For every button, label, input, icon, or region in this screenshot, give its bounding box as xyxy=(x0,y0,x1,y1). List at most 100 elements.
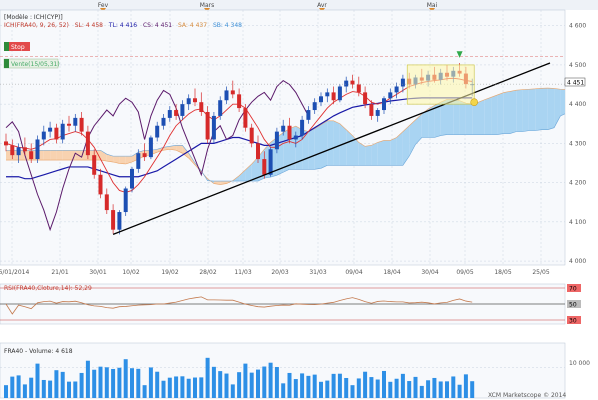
candle-body xyxy=(161,117,166,126)
volume-bar xyxy=(470,381,475,398)
candle-body xyxy=(41,131,46,140)
volume-bar xyxy=(331,373,336,398)
candle-body xyxy=(394,86,399,93)
candle-body xyxy=(136,153,141,169)
legend-name: ICH(FRA40, 9, 26, 52) xyxy=(4,22,69,29)
volume-bar xyxy=(180,376,185,398)
rsi-tick-bg xyxy=(567,300,581,308)
rsi-tick-label: 50 xyxy=(569,301,577,308)
candle-body xyxy=(388,92,393,99)
rsi-tick-bg xyxy=(567,316,581,324)
volume-bar xyxy=(400,373,405,398)
last-price-label: 4 451 xyxy=(567,80,584,87)
volume-bar xyxy=(287,372,292,398)
date-tick-label: 09/04 xyxy=(345,269,362,276)
rsi-tick-label: 30 xyxy=(569,317,577,324)
cloud-segment xyxy=(245,163,252,182)
candle-body xyxy=(60,123,65,140)
cloud-segment xyxy=(106,154,114,163)
month-label: Fev xyxy=(98,2,109,9)
volume-bar xyxy=(224,373,229,398)
volume-bar xyxy=(369,377,374,398)
cloud-segment xyxy=(447,99,454,135)
signal-dot xyxy=(470,98,479,106)
volume-bar xyxy=(356,378,361,398)
candle-body xyxy=(193,98,197,103)
cloud-segment xyxy=(157,147,164,153)
volume-bar xyxy=(111,368,116,398)
candle-body xyxy=(130,168,134,189)
candle-body xyxy=(363,92,368,105)
date-tick-label: 31/03 xyxy=(309,269,326,276)
volume-bar xyxy=(445,381,449,398)
volume-bar xyxy=(432,377,437,398)
volume-bar xyxy=(256,369,260,398)
cloud-segment xyxy=(390,137,397,166)
candle-body xyxy=(306,110,311,120)
volume-bar xyxy=(375,379,380,398)
volume-bar xyxy=(130,368,134,398)
volume-bar xyxy=(10,376,15,398)
stop-badge[interactable] xyxy=(4,42,30,51)
volume-header: FRA40 - Volume: 4 618 xyxy=(4,348,73,355)
candle-body xyxy=(237,94,242,109)
candle-body xyxy=(35,139,40,160)
cloud-segment xyxy=(415,113,422,145)
candle-body xyxy=(73,117,78,126)
candle-body xyxy=(92,155,97,175)
volume-bar xyxy=(79,372,84,398)
candle-body xyxy=(218,100,223,116)
volume-bar xyxy=(312,374,317,398)
volume-bar xyxy=(98,366,103,398)
date-tick-label: 30/04 xyxy=(421,269,438,276)
volume-bar xyxy=(104,367,109,398)
cloud-segment xyxy=(371,142,378,166)
candle-body xyxy=(382,98,386,111)
cloud-segment xyxy=(50,150,57,161)
candle-body xyxy=(117,212,122,230)
indicator-legend: ICH(FRA40, 9, 26, 52) SL: 4 458 TL: 4 41… xyxy=(4,22,242,29)
candle-body xyxy=(22,147,27,152)
candle-body xyxy=(155,125,160,138)
cloud-segment xyxy=(510,90,517,134)
volume-bar xyxy=(218,371,223,398)
stop-label: Stop xyxy=(11,44,25,51)
volume-bar xyxy=(426,380,431,398)
date-tick-label: 09/05 xyxy=(456,269,473,276)
rsi-panel: 70 50 30 xyxy=(0,284,581,324)
volume-bar xyxy=(136,368,141,398)
volume-tick-label: 10 000 xyxy=(569,360,590,367)
cloud-segment xyxy=(314,124,321,170)
highlight-box xyxy=(406,64,475,105)
price-tick-label: 4 300 xyxy=(569,140,586,147)
cloud-segment xyxy=(100,150,107,162)
cloud-segment xyxy=(484,97,492,135)
candle-body xyxy=(293,135,298,140)
rsi-header: RSI(FRA40,Cloture,14): 52,29 xyxy=(4,285,92,292)
cloud-segment xyxy=(113,156,120,164)
candle-body xyxy=(10,145,15,156)
volume-bar xyxy=(167,377,172,398)
signal-arrow xyxy=(456,51,463,58)
cloud-segment xyxy=(239,169,246,182)
candle-body xyxy=(331,92,336,101)
trendline xyxy=(112,62,551,236)
cloud-segment xyxy=(56,150,63,161)
volume-bar xyxy=(419,385,424,398)
candle-body xyxy=(256,143,260,160)
volume-bar xyxy=(325,380,330,398)
cloud-segment xyxy=(440,99,447,136)
volume-bar xyxy=(174,376,179,398)
month-label: Avr xyxy=(317,2,327,9)
volume-bar xyxy=(268,362,273,398)
volume-bar xyxy=(438,381,443,398)
volume-bar xyxy=(457,384,462,398)
date-tick-label: 06/01/2014 xyxy=(0,269,29,276)
cloud-segment xyxy=(478,99,485,135)
date-tick-label: 30/01 xyxy=(89,269,106,276)
stop-badge-flag xyxy=(4,42,9,51)
month-label: Mai xyxy=(427,2,438,9)
cloud-segment xyxy=(352,135,359,166)
cloud-segment xyxy=(421,109,429,138)
cloud-segment xyxy=(333,120,340,166)
